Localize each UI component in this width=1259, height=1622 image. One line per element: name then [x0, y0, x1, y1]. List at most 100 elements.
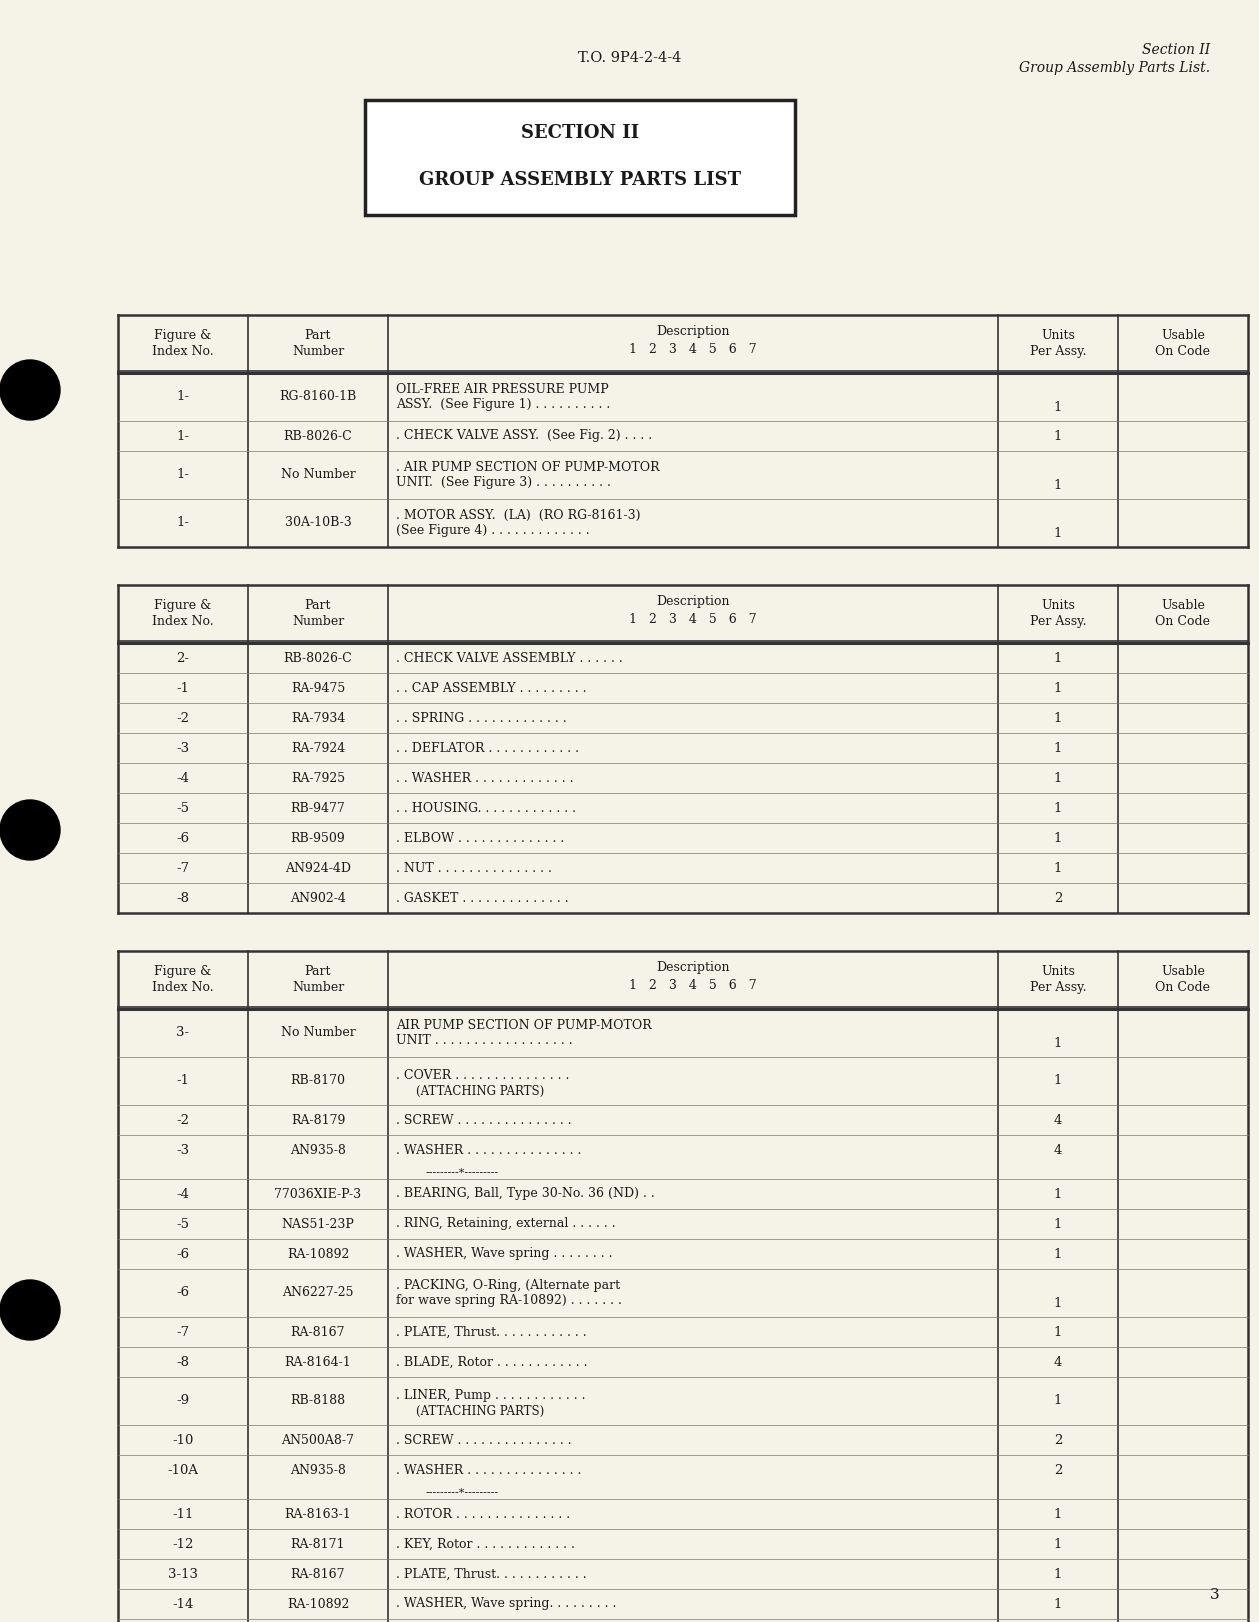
Text: Number: Number [292, 345, 344, 358]
Text: On Code: On Code [1156, 345, 1210, 358]
Text: 1: 1 [1054, 1567, 1063, 1580]
Text: Figure &: Figure & [155, 965, 212, 978]
Text: . ELBOW . . . . . . . . . . . . . .: . ELBOW . . . . . . . . . . . . . . [397, 832, 564, 845]
Text: 1: 1 [1054, 861, 1063, 874]
Text: Usable: Usable [1161, 599, 1205, 611]
Text: (See Figure 4) . . . . . . . . . . . . .: (See Figure 4) . . . . . . . . . . . . . [397, 524, 589, 537]
Text: RA-8163-1: RA-8163-1 [285, 1507, 351, 1520]
Text: 1: 1 [1054, 712, 1063, 725]
Text: 30A-10B-3: 30A-10B-3 [285, 516, 351, 529]
Text: 3-: 3- [176, 1027, 190, 1040]
Text: 1   2   3   4   5   6   7: 1 2 3 4 5 6 7 [630, 980, 757, 993]
Text: . KEY, Rotor . . . . . . . . . . . . .: . KEY, Rotor . . . . . . . . . . . . . [397, 1538, 575, 1551]
Text: ---------*---------: ---------*--------- [426, 1168, 499, 1178]
Text: . MOTOR ASSY.  (LA)  (RO RG-8161-3): . MOTOR ASSY. (LA) (RO RG-8161-3) [397, 509, 641, 522]
Text: 2-: 2- [176, 652, 190, 665]
Text: . SCREW . . . . . . . . . . . . . . .: . SCREW . . . . . . . . . . . . . . . [397, 1434, 572, 1447]
Text: . PLATE, Thrust. . . . . . . . . . . .: . PLATE, Thrust. . . . . . . . . . . . [397, 1325, 587, 1338]
Text: 2: 2 [1054, 892, 1063, 905]
Text: 1: 1 [1054, 652, 1063, 665]
Text: -8: -8 [176, 892, 190, 905]
Text: T.O. 9P4-2-4-4: T.O. 9P4-2-4-4 [578, 50, 681, 65]
Text: 1-: 1- [176, 516, 190, 529]
Text: RB-8026-C: RB-8026-C [283, 652, 353, 665]
Text: SECTION II: SECTION II [521, 123, 640, 143]
Text: . ROTOR . . . . . . . . . . . . . . .: . ROTOR . . . . . . . . . . . . . . . [397, 1507, 570, 1520]
Text: Part: Part [305, 329, 331, 342]
Text: Description: Description [656, 960, 730, 973]
Circle shape [0, 1280, 60, 1340]
Text: 1: 1 [1054, 1074, 1063, 1087]
Text: AN902-4: AN902-4 [290, 892, 346, 905]
Text: No Number: No Number [281, 1027, 355, 1040]
Text: . BEARING, Ball, Type 30-No. 36 (ND) . .: . BEARING, Ball, Type 30-No. 36 (ND) . . [397, 1187, 655, 1200]
Text: 1: 1 [1054, 478, 1063, 491]
Text: RA-8167: RA-8167 [291, 1567, 345, 1580]
Text: 1: 1 [1054, 741, 1063, 754]
Text: -1: -1 [176, 681, 190, 694]
Text: Units: Units [1041, 599, 1075, 611]
Text: 1: 1 [1054, 1507, 1063, 1520]
Text: -6: -6 [176, 1247, 190, 1260]
Text: 1   2   3   4   5   6   7: 1 2 3 4 5 6 7 [630, 613, 757, 626]
Text: (ATTACHING PARTS): (ATTACHING PARTS) [415, 1405, 544, 1418]
Text: -7: -7 [176, 1325, 190, 1338]
Text: Section II: Section II [1142, 44, 1210, 57]
Text: RA-7934: RA-7934 [291, 712, 345, 725]
Text: On Code: On Code [1156, 615, 1210, 628]
Text: AN935-8: AN935-8 [290, 1463, 346, 1476]
Text: 1: 1 [1054, 527, 1063, 540]
Text: . WASHER . . . . . . . . . . . . . . .: . WASHER . . . . . . . . . . . . . . . [397, 1144, 582, 1156]
Text: 1   2   3   4   5   6   7: 1 2 3 4 5 6 7 [630, 342, 757, 355]
Text: ---------*---------: ---------*--------- [426, 1487, 499, 1497]
Text: NAS51-23P: NAS51-23P [282, 1218, 355, 1231]
Text: -4: -4 [176, 772, 190, 785]
Text: 3: 3 [1210, 1588, 1220, 1603]
Text: . GASKET . . . . . . . . . . . . . .: . GASKET . . . . . . . . . . . . . . [397, 892, 569, 905]
Text: -11: -11 [172, 1507, 194, 1520]
Text: 4: 4 [1054, 1356, 1063, 1369]
Text: 1: 1 [1054, 1187, 1063, 1200]
Text: . LINER, Pump . . . . . . . . . . . .: . LINER, Pump . . . . . . . . . . . . [397, 1388, 585, 1401]
Text: 1: 1 [1054, 801, 1063, 814]
Text: RA-7924: RA-7924 [291, 741, 345, 754]
Text: Description: Description [656, 324, 730, 337]
Text: 1-: 1- [176, 391, 190, 404]
Text: 1: 1 [1054, 1298, 1063, 1311]
Text: Number: Number [292, 981, 344, 994]
Text: . . WASHER . . . . . . . . . . . . .: . . WASHER . . . . . . . . . . . . . [397, 772, 574, 785]
Text: . . SPRING . . . . . . . . . . . . .: . . SPRING . . . . . . . . . . . . . [397, 712, 567, 725]
Text: 4: 4 [1054, 1144, 1063, 1156]
Text: RA-7925: RA-7925 [291, 772, 345, 785]
Text: ASSY.  (See Figure 1) . . . . . . . . . .: ASSY. (See Figure 1) . . . . . . . . . . [397, 397, 611, 410]
Text: . PACKING, O-Ring, (Alternate part: . PACKING, O-Ring, (Alternate part [397, 1280, 621, 1293]
Text: -12: -12 [172, 1538, 194, 1551]
Text: RA-8164-1: RA-8164-1 [285, 1356, 351, 1369]
Text: Per Assy.: Per Assy. [1030, 345, 1087, 358]
Text: RB-9477: RB-9477 [291, 801, 345, 814]
Text: . CHECK VALVE ASSEMBLY . . . . . .: . CHECK VALVE ASSEMBLY . . . . . . [397, 652, 623, 665]
Text: 1: 1 [1054, 1247, 1063, 1260]
Text: Index No.: Index No. [152, 981, 214, 994]
Text: . CHECK VALVE ASSY.  (See Fig. 2) . . . .: . CHECK VALVE ASSY. (See Fig. 2) . . . . [397, 430, 652, 443]
Text: GROUP ASSEMBLY PARTS LIST: GROUP ASSEMBLY PARTS LIST [419, 170, 742, 190]
Text: Index No.: Index No. [152, 345, 214, 358]
Text: -3: -3 [176, 741, 190, 754]
Text: -10: -10 [172, 1434, 194, 1447]
Text: 2: 2 [1054, 1463, 1063, 1476]
Text: for wave spring RA-10892) . . . . . . .: for wave spring RA-10892) . . . . . . . [397, 1294, 622, 1307]
Text: -1: -1 [176, 1074, 190, 1087]
Text: Number: Number [292, 615, 344, 628]
Text: (ATTACHING PARTS): (ATTACHING PARTS) [415, 1085, 544, 1098]
Text: . . HOUSING. . . . . . . . . . . . .: . . HOUSING. . . . . . . . . . . . . [397, 801, 577, 814]
Text: RG-8160-1B: RG-8160-1B [279, 391, 356, 404]
Text: -6: -6 [176, 832, 190, 845]
Text: -2: -2 [176, 712, 190, 725]
Text: -5: -5 [176, 801, 190, 814]
Text: Index No.: Index No. [152, 615, 214, 628]
Text: RA-9475: RA-9475 [291, 681, 345, 694]
Text: On Code: On Code [1156, 981, 1210, 994]
Circle shape [0, 800, 60, 860]
Text: 1: 1 [1054, 1218, 1063, 1231]
Text: . SCREW . . . . . . . . . . . . . . .: . SCREW . . . . . . . . . . . . . . . [397, 1113, 572, 1127]
